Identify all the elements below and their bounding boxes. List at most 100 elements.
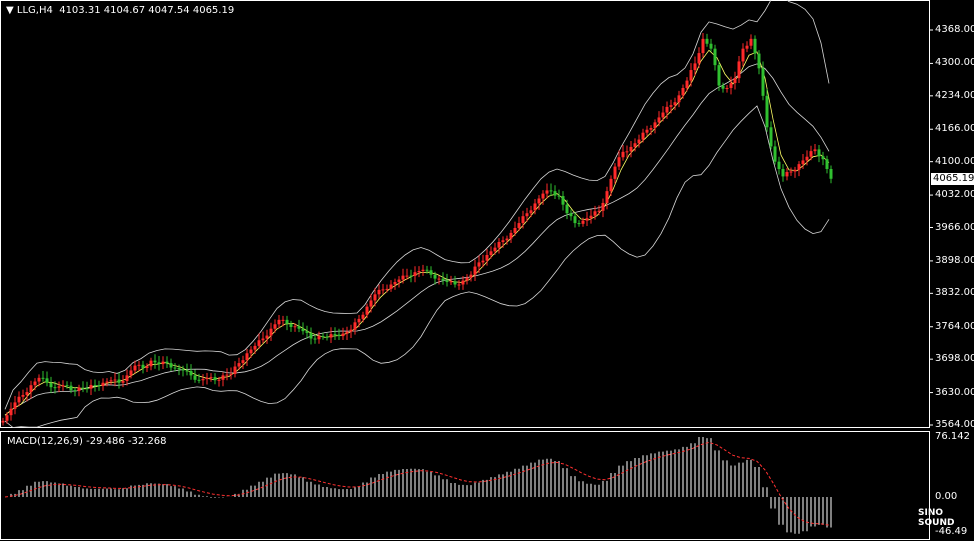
candle-body bbox=[429, 270, 433, 275]
candle-body bbox=[341, 333, 345, 337]
macd-main-value: -29.486 bbox=[86, 436, 125, 447]
candle-body bbox=[21, 395, 25, 397]
candle-body bbox=[577, 223, 581, 225]
candle-body bbox=[209, 377, 213, 379]
candle-body bbox=[721, 85, 725, 89]
candle-body bbox=[57, 386, 61, 388]
candle-body bbox=[265, 335, 269, 339]
candle-body bbox=[257, 340, 261, 346]
macd-histogram bbox=[4, 437, 832, 534]
candle-body bbox=[345, 331, 349, 334]
candle-body bbox=[37, 377, 41, 382]
candle-body bbox=[449, 281, 453, 283]
candles bbox=[1, 32, 833, 426]
candle-body bbox=[73, 390, 77, 392]
candle-body bbox=[269, 328, 273, 336]
candle-body bbox=[145, 366, 149, 369]
candle-body bbox=[333, 334, 337, 336]
price-tick-label: 4234.00 bbox=[935, 89, 974, 101]
candle-body bbox=[361, 314, 365, 319]
candle-body bbox=[761, 68, 765, 96]
candle-body bbox=[401, 275, 405, 280]
current-price-label: 4065.19 bbox=[931, 173, 974, 185]
candle-body bbox=[777, 161, 781, 170]
candle-body bbox=[585, 218, 589, 221]
candle-body bbox=[605, 191, 609, 203]
candle-body bbox=[157, 362, 161, 365]
candle-body bbox=[249, 349, 253, 354]
candle-body bbox=[13, 402, 17, 409]
candle-body bbox=[305, 331, 309, 333]
candle-body bbox=[365, 306, 369, 315]
symbol: LLG,H4 bbox=[16, 5, 53, 16]
candle-body bbox=[53, 387, 57, 389]
candle-body bbox=[705, 38, 709, 44]
candle-body bbox=[353, 322, 357, 330]
candle-body bbox=[149, 360, 153, 367]
macd-label: MACD(12,26,9) bbox=[7, 436, 83, 447]
candle-body bbox=[133, 365, 137, 371]
candle-body bbox=[829, 168, 833, 179]
candle-body bbox=[593, 211, 597, 216]
candle-body bbox=[581, 220, 585, 224]
candle-body bbox=[517, 223, 521, 228]
candle-body bbox=[441, 278, 445, 281]
candle-body bbox=[97, 385, 101, 387]
candle-body bbox=[629, 146, 633, 152]
watermark-logo: SINO SOUND bbox=[918, 508, 955, 528]
candle-body bbox=[153, 360, 157, 363]
candle-body bbox=[185, 370, 189, 372]
collapse-icon[interactable]: ▼ bbox=[6, 5, 14, 16]
candle-body bbox=[489, 251, 493, 256]
candle-body bbox=[805, 156, 809, 161]
symbol-header: ▼ LLG,H4 4103.31 4104.67 4047.54 4065.19 bbox=[6, 5, 234, 16]
price-tick-label: 4100.00 bbox=[935, 155, 974, 167]
price-tick-label: 3832.00 bbox=[935, 287, 974, 299]
candle-body bbox=[165, 361, 169, 364]
candle-body bbox=[589, 215, 593, 219]
candle-body bbox=[621, 151, 625, 158]
candle-body bbox=[129, 370, 133, 376]
candle-body bbox=[241, 360, 245, 364]
price-tick-label: 3898.00 bbox=[935, 254, 974, 266]
candle-body bbox=[201, 379, 205, 381]
macd-panel-frame bbox=[0, 431, 930, 540]
bollinger-bands bbox=[4, 0, 830, 428]
candle-body bbox=[45, 378, 49, 383]
main-panel-frame bbox=[0, 0, 930, 428]
candle-body bbox=[781, 169, 785, 177]
candle-body bbox=[817, 149, 821, 157]
candle-body bbox=[465, 277, 469, 281]
candle-body bbox=[301, 328, 305, 332]
candle-body bbox=[389, 284, 393, 289]
candle-body bbox=[121, 381, 125, 383]
candle-body bbox=[549, 190, 553, 192]
candle-body bbox=[105, 381, 109, 383]
candle-body bbox=[537, 198, 541, 204]
candle-body bbox=[397, 279, 401, 283]
candle-body bbox=[357, 318, 361, 323]
candle-body bbox=[569, 213, 573, 217]
candle-body bbox=[225, 374, 229, 376]
candle-body bbox=[237, 363, 241, 367]
candle-body bbox=[809, 151, 813, 157]
open-value: 4103.31 bbox=[59, 5, 101, 16]
candle-body bbox=[69, 385, 73, 391]
candle-body bbox=[417, 270, 421, 273]
candle-body bbox=[685, 80, 689, 88]
candle-body bbox=[769, 127, 773, 147]
candle-body bbox=[41, 377, 45, 379]
candle-body bbox=[697, 53, 701, 64]
candle-body bbox=[645, 129, 649, 133]
candle-body bbox=[637, 139, 641, 144]
candle-body bbox=[481, 260, 485, 263]
macd-tick-label: -46.49 bbox=[935, 526, 968, 537]
candle-body bbox=[77, 387, 81, 391]
macd-tick-label: 0.00 bbox=[935, 491, 958, 502]
candle-body bbox=[173, 367, 177, 369]
candle-body bbox=[657, 117, 661, 123]
price-tick-label: 3966.00 bbox=[935, 221, 974, 233]
candle-body bbox=[445, 280, 449, 283]
candle-body bbox=[501, 240, 505, 242]
